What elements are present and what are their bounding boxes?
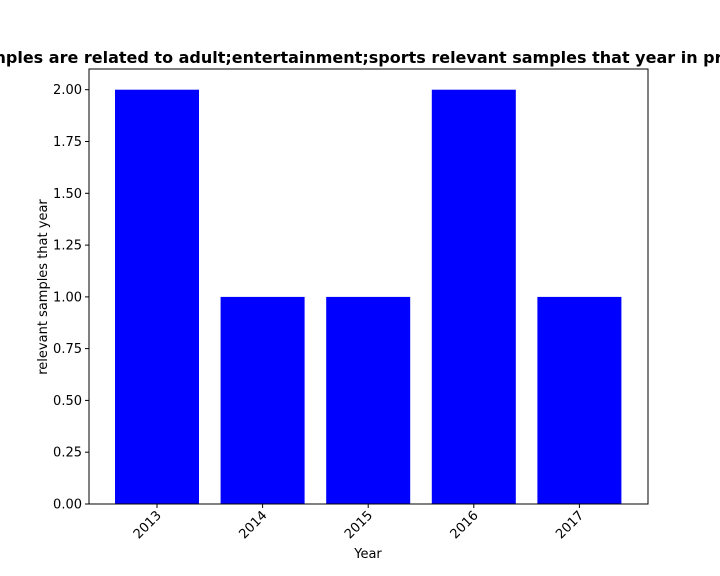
bar-2016 xyxy=(431,89,516,504)
y-tick-label: 0.75 xyxy=(53,342,82,357)
plot-frame xyxy=(88,68,649,505)
y-tick-label: 0.50 xyxy=(53,394,82,409)
x-tick-label-2015: 2015 xyxy=(342,508,376,542)
x-tick-label-2016: 2016 xyxy=(448,508,482,542)
bar-2015 xyxy=(326,296,411,504)
y-tick-label: 0.25 xyxy=(53,446,82,461)
y-tick-label: 2.00 xyxy=(53,83,82,98)
y-tick-label: 1.25 xyxy=(53,239,82,254)
x-axis: 2013 2014 2015 2016 2017 xyxy=(131,504,587,542)
x-axis-title: Year xyxy=(353,547,382,562)
y-axis: 0.00 0.25 0.50 0.75 1.00 1.25 1.50 1.75 2.00 xyxy=(53,83,89,513)
y-axis-title: relevant samples that year xyxy=(36,199,51,375)
y-tick-label: 0.00 xyxy=(53,498,82,513)
y-tick-label: 1.50 xyxy=(53,187,82,202)
y-tick-label: 1.75 xyxy=(53,135,82,150)
bar-2017 xyxy=(537,296,622,504)
bars-group xyxy=(115,89,622,504)
x-tick-label-2013: 2013 xyxy=(131,508,165,542)
y-tick-label: 1.00 xyxy=(53,290,82,305)
bar-2014 xyxy=(220,296,305,504)
x-tick-label-2014: 2014 xyxy=(236,508,270,542)
bar-2013 xyxy=(115,89,199,504)
chart-title: Samples are related to adult;entertainme… xyxy=(0,48,720,67)
x-tick-label-2017: 2017 xyxy=(553,508,587,542)
